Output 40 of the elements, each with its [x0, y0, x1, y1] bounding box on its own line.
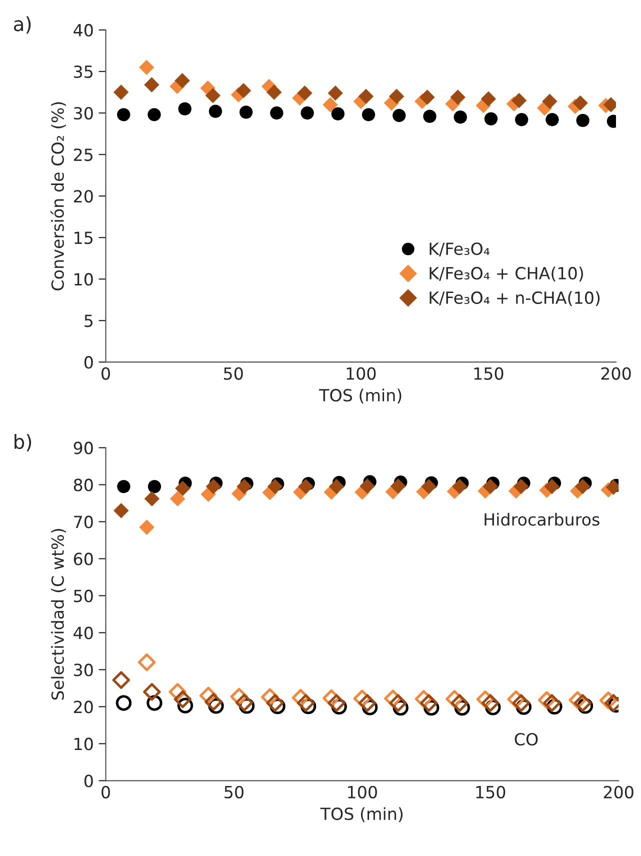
y-tick-label: 10: [74, 738, 93, 750]
y-tick-label: 5: [84, 314, 93, 328]
y-tick-label: 50: [74, 590, 93, 602]
y-tick-label: 40: [74, 626, 93, 640]
x-tick-label: 150: [474, 367, 504, 380]
y-tick-label: 70: [74, 516, 93, 528]
y-tick-label: 20: [74, 190, 93, 203]
y-tick-label: 15: [74, 232, 93, 244]
x-tick-label: 0: [102, 367, 110, 380]
y-tick-label: 25: [74, 148, 93, 162]
x-axis-title: TOS (min): [319, 388, 402, 404]
chart-title: a): [14, 16, 31, 34]
y-tick-label: 60: [74, 552, 93, 566]
y-tick-label: 30: [74, 664, 93, 676]
x-tick-label: 100: [348, 786, 377, 798]
x-tick-label: 150: [476, 786, 506, 798]
chart-title: b): [14, 434, 32, 452]
x-tick-label: 200: [604, 786, 634, 798]
y-axis-title: Selectividad (C wt%): [51, 529, 66, 700]
annotation: Hidrocarburos: [484, 512, 600, 526]
y-tick-label: 30: [74, 106, 93, 120]
legend-label: K/Fe₃O₄ + CHA(10): [430, 266, 583, 282]
x-tick-label: 0: [102, 786, 110, 798]
y-tick-label: 35: [74, 65, 93, 78]
y-tick-label: 80: [74, 478, 93, 492]
y-axis-title: Conversión de CO₂ (%): [50, 102, 66, 290]
x-tick-label: 100: [346, 367, 376, 380]
legend-label: K/Fe₃O₄ + n-CHA(10): [430, 291, 600, 306]
y-tick-label: 0: [84, 356, 93, 369]
y-tick-label: 20: [74, 700, 93, 714]
x-tick-label: 50: [224, 367, 243, 380]
x-tick-label: 200: [601, 367, 631, 380]
y-tick-label: 90: [74, 442, 93, 454]
y-tick-label: 0: [84, 774, 93, 788]
y-tick-label: 10: [74, 273, 93, 286]
x-axis-title: TOS (min): [320, 807, 403, 822]
x-tick-label: 50: [224, 786, 244, 798]
annotation: CO: [514, 732, 538, 746]
y-tick-label: 40: [74, 24, 93, 37]
legend-label: K/Fe₃O₄: [430, 242, 490, 256]
